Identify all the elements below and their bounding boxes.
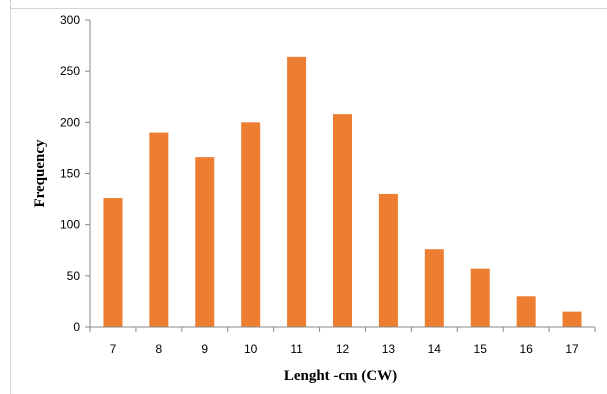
bar-16 (516, 296, 536, 327)
bar-9 (195, 157, 215, 327)
x-axis-title: Lenght -cm (CW) (284, 368, 397, 384)
bar-10 (241, 122, 261, 327)
x-tick-label: 8 (156, 342, 163, 356)
x-axis-ticks: 7 8 9 10 11 12 13 14 15 16 17 (89, 327, 596, 356)
x-tick-label: 9 (201, 342, 208, 356)
x-tick-label: 13 (382, 342, 396, 356)
bar-13 (378, 193, 398, 327)
frame-top-edge (10, 8, 607, 9)
y-tick-label: 250 (60, 64, 80, 78)
y-tick-label: 150 (60, 167, 80, 181)
frame-left-edge (10, 0, 11, 394)
y-tick-label: 200 (60, 115, 80, 129)
bars (103, 56, 582, 328)
x-tick-label: 15 (474, 342, 488, 356)
x-tick-label: 7 (110, 342, 117, 356)
bar-14 (424, 249, 444, 327)
y-tick-label: 300 (60, 13, 80, 27)
x-tick-label: 12 (336, 342, 350, 356)
bar-8 (149, 132, 169, 327)
x-tick-label: 17 (565, 342, 579, 356)
bar-17 (562, 311, 582, 327)
x-tick-label: 11 (290, 342, 303, 356)
bar-11 (287, 56, 307, 328)
bar-15 (470, 268, 490, 327)
bar-7 (103, 198, 123, 327)
y-axis-title: Frequency (32, 139, 48, 208)
x-tick-label: 10 (244, 342, 258, 356)
x-tick-label: 16 (519, 342, 533, 356)
y-tick-label: 100 (60, 218, 80, 232)
y-tick-label: 0 (73, 320, 80, 334)
x-tick-label: 14 (428, 342, 442, 356)
y-tick-label: 50 (67, 269, 81, 283)
bar-12 (333, 114, 352, 327)
y-axis-ticks: 0 50 100 150 200 250 300 (60, 13, 90, 334)
